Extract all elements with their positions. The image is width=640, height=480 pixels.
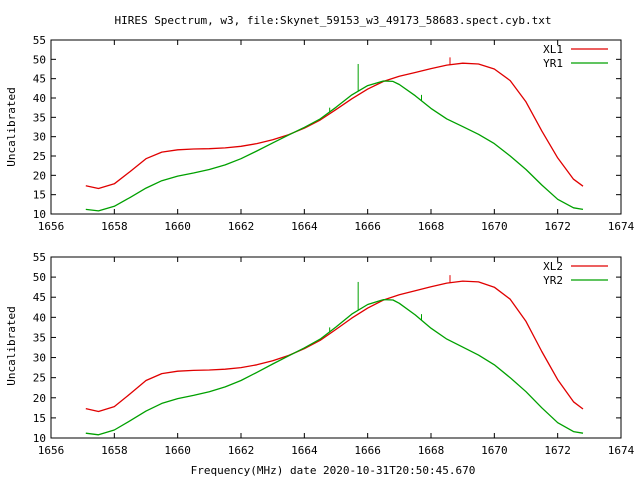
figure-title: HIRES Spectrum, w3, file:Skynet_59153_w3… [114,14,551,27]
series-line-yr1 [85,80,584,212]
y-tick-label: 35 [33,111,46,124]
x-tick-label: 1670 [481,444,508,457]
plot-frame [50,39,622,215]
x-tick-label: 1662 [228,220,255,233]
x-tick-label: 1664 [291,444,318,457]
y-tick-label: 50 [33,271,46,284]
legend-label-xl1: XL1 [543,43,563,56]
y-tick-label: 30 [33,131,46,144]
bottom-panel: Uncalibrated 1656 1658 1660 1662 1664 1666 166… [5,251,635,457]
x-tick-label: 1668 [418,220,445,233]
series-line-yr2 [85,298,584,436]
top-panel: Uncalibrated 1656 1658 1660 1662 1664 1666 166… [5,34,635,233]
x-tick-label: 1662 [228,444,255,457]
y-tick-label: 10 [33,432,46,445]
legend-label-xl2: XL2 [543,260,563,273]
bottom-panel-ylabel: Uncalibrated [5,306,18,385]
x-tick-label: 1674 [608,220,635,233]
plot-frame [50,256,622,439]
y-tick-label: 15 [33,412,46,425]
y-tick-label: 40 [33,311,46,324]
y-tick-label: 55 [33,251,46,264]
x-tick-label: 1672 [544,220,571,233]
x-tick-label: 1660 [164,444,191,457]
y-tick-label: 40 [33,92,46,105]
y-tick-label: 15 [33,189,46,202]
x-tick-label: 1674 [608,444,635,457]
y-tick-label: 45 [33,73,46,86]
y-tick-label: 25 [33,372,46,385]
series-line-xl2 [85,280,584,413]
x-tick-label: 1670 [481,220,508,233]
y-tick-label: 25 [33,150,46,163]
legend-label-yr2: YR2 [543,274,563,287]
x-tick-label: 1656 [38,444,65,457]
y-tick-label: 35 [33,331,46,344]
x-tick-label: 1666 [354,220,381,233]
x-tick-label: 1668 [418,444,445,457]
x-tick-label: 1658 [101,220,128,233]
x-tick-label: 1664 [291,220,318,233]
y-tick-label: 20 [33,169,46,182]
top-panel-ylabel: Uncalibrated [5,87,18,166]
y-tick-label: 50 [33,53,46,66]
y-tick-label: 45 [33,291,46,304]
y-tick-label: 10 [33,208,46,221]
y-tick-label: 20 [33,392,46,405]
series-line-xl1 [85,62,584,190]
x-tick-label: 1672 [544,444,571,457]
x-tick-label: 1666 [354,444,381,457]
x-tick-label: 1660 [164,220,191,233]
x-tick-label: 1656 [38,220,65,233]
y-tick-label: 55 [33,34,46,47]
figure-xlabel: Frequency(MHz) date 2020-10-31T20:50:45.… [191,464,476,477]
y-tick-label: 30 [33,352,46,365]
legend-label-yr1: YR1 [543,57,563,70]
x-tick-label: 1658 [101,444,128,457]
